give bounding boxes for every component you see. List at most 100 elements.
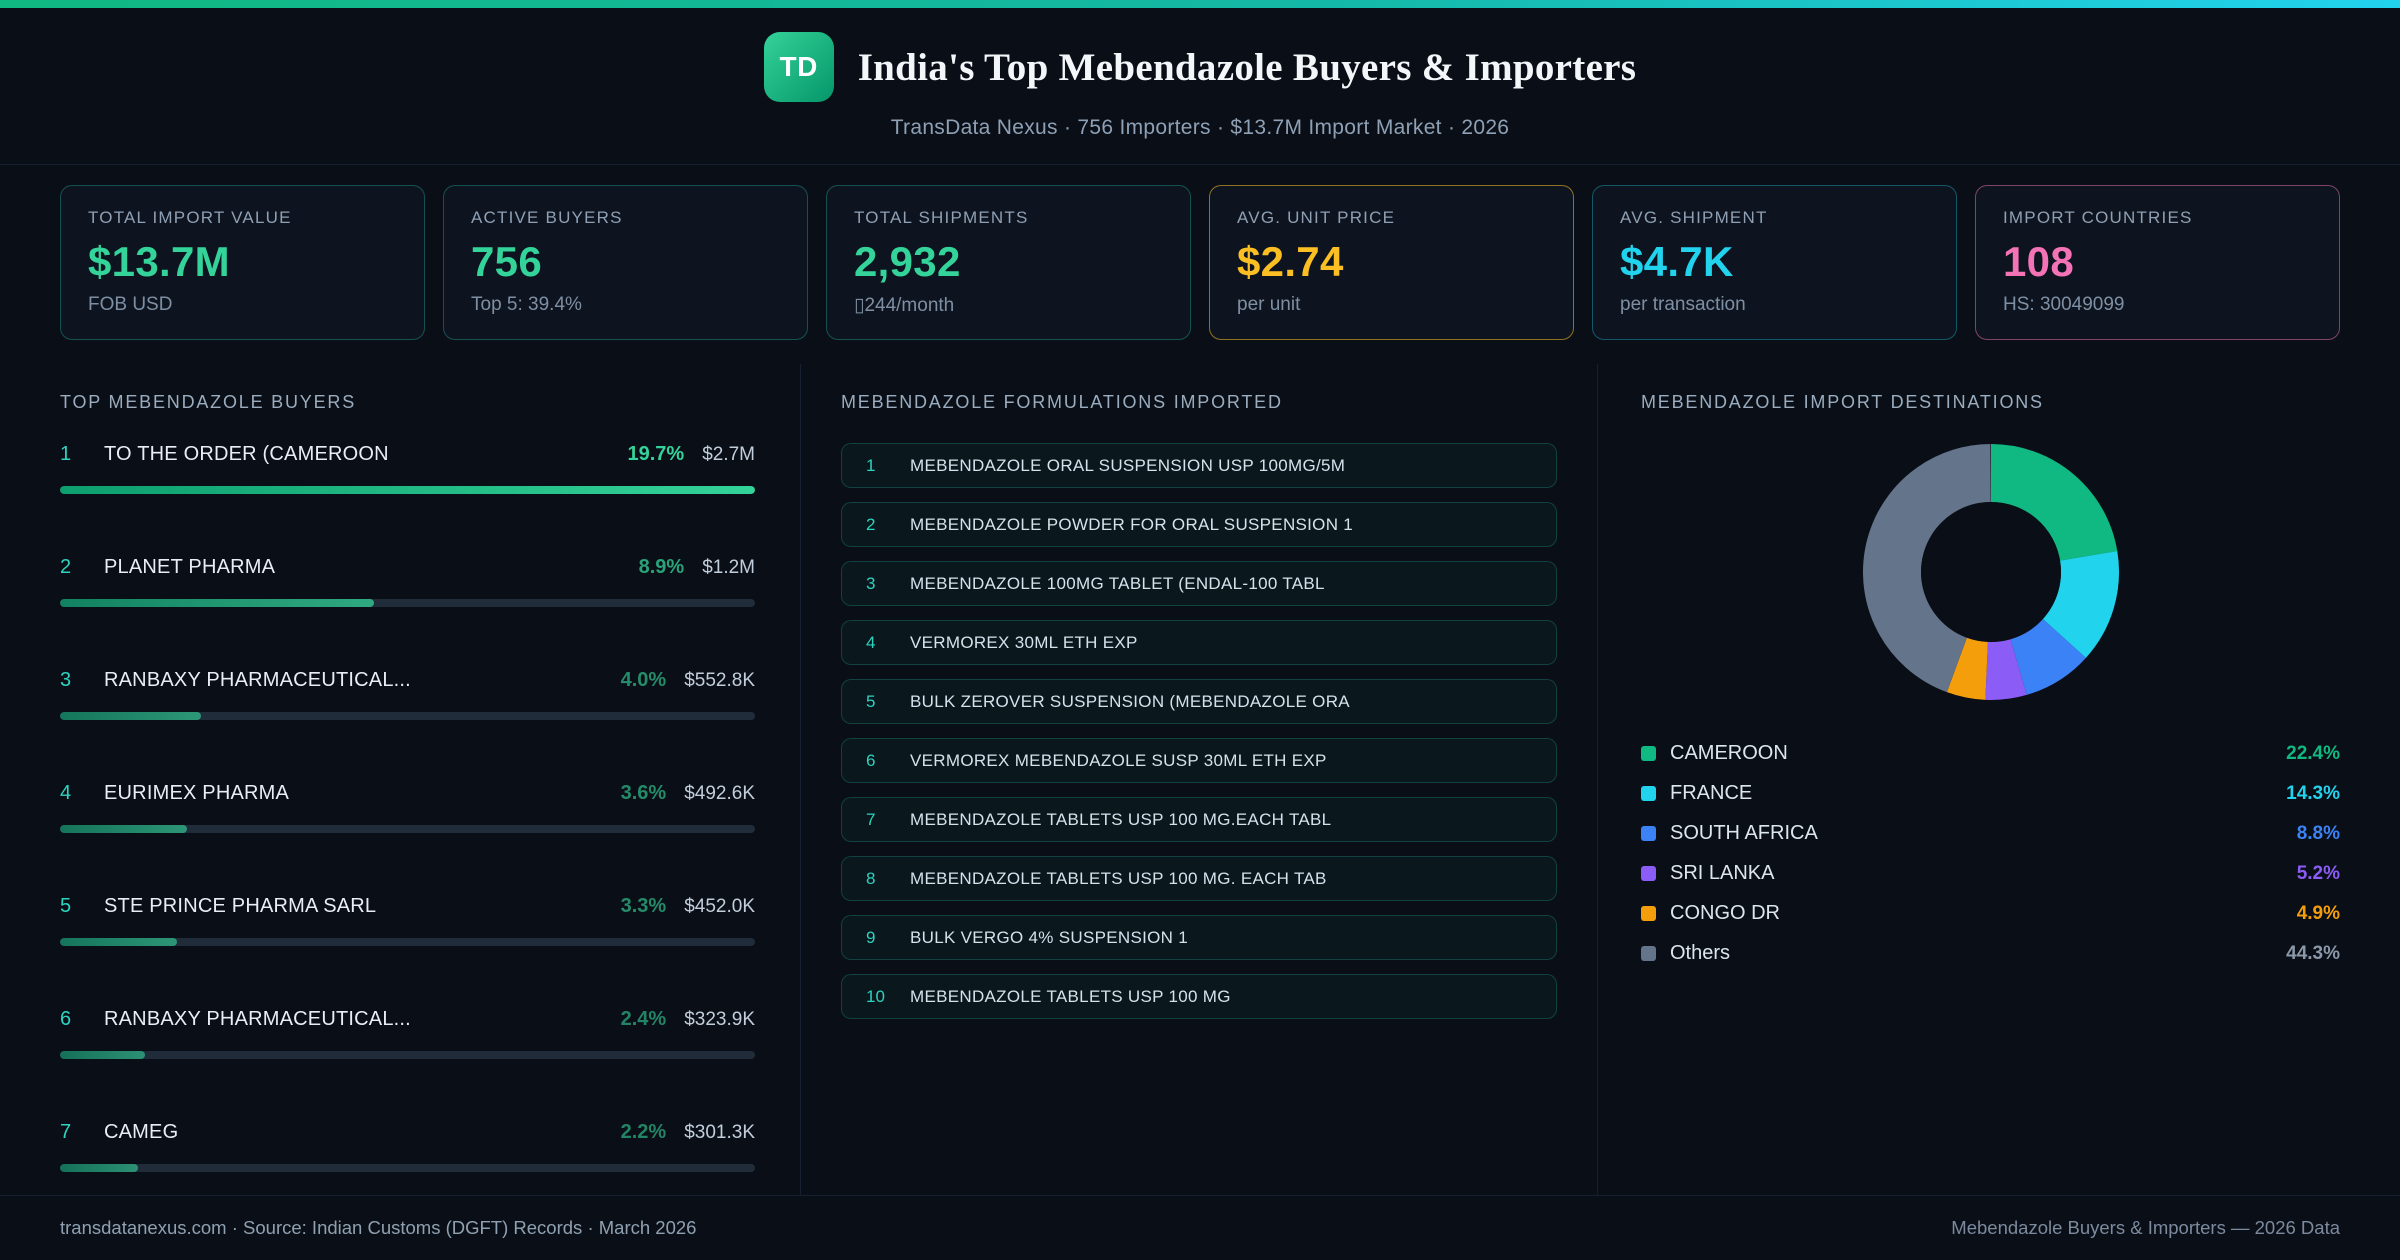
buyer-row[interactable]: 1 TO THE ORDER (CAMEROON 19.7% $2.7M: [60, 443, 755, 494]
formulation-rank: 6: [866, 750, 876, 770]
legend-country: CAMEROON: [1670, 742, 1788, 764]
legend-pct: 22.4%: [2286, 742, 2340, 764]
legend-swatch: [1641, 866, 1656, 881]
page-header: TD India's Top Mebendazole Buyers & Impo…: [0, 8, 2400, 165]
formulation-item[interactable]: 10 MEBENDAZOLE TABLETS USP 100 MG: [841, 974, 1557, 1019]
formulation-item[interactable]: 6 VERMOREX MEBENDAZOLE SUSP 30ML ETH EXP: [841, 738, 1557, 783]
buyer-row[interactable]: 5 STE PRINCE PHARMA SARL 3.3% $452.0K: [60, 895, 755, 946]
legend-country: CONGO DR: [1670, 902, 1780, 924]
buyer-row-text: 4 EURIMEX PHARMA 3.6% $492.6K: [60, 782, 755, 805]
buyer-row-text: 1 TO THE ORDER (CAMEROON 19.7% $2.7M: [60, 443, 755, 466]
buyer-name: RANBAXY PHARMACEUTICAL...: [104, 1008, 411, 1030]
stat-value: 108: [2003, 238, 2074, 285]
legend-pct: 8.8%: [2296, 822, 2340, 844]
formulation-item[interactable]: 3 MEBENDAZOLE 100MG TABLET (ENDAL-100 TAB…: [841, 561, 1557, 606]
buyer-row[interactable]: 6 RANBAXY PHARMACEUTICAL... 2.4% $323.9K: [60, 1008, 755, 1059]
buyer-bar-track: [60, 712, 755, 720]
legend-country: FRANCE: [1670, 782, 1753, 804]
buyer-row[interactable]: 2 PLANET PHARMA 8.9% $1.2M: [60, 556, 755, 607]
footer-source-text[interactable]: transdatanexus.com · Source: Indian Cust…: [60, 1217, 697, 1238]
buyer-rank: 7: [60, 1121, 72, 1143]
buyer-value: $323.9K: [684, 1009, 755, 1030]
formulations-list: 1 MEBENDAZOLE ORAL SUSPENSION USP 100MG/5…: [841, 443, 1557, 1019]
buyer-name: EURIMEX PHARMA: [104, 782, 290, 804]
buyer-bar-track: [60, 599, 755, 607]
stat-sub: HS: 30049099: [2003, 294, 2125, 315]
formulation-rank: 7: [866, 809, 876, 829]
legend-country: SRI LANKA: [1670, 862, 1775, 884]
stat-cards-row: TOTAL IMPORT VALUE $13.7M FOB USD ACTIVE…: [0, 165, 2400, 364]
stat-sub: per transaction: [1620, 294, 1746, 315]
legend-swatch: [1641, 906, 1656, 921]
column-divider: [800, 364, 801, 1195]
stat-sub: FOB USD: [88, 294, 173, 315]
column-divider: [1597, 364, 1598, 1195]
buyer-bar-fill: [60, 825, 188, 833]
page-footer: transdatanexus.com · Source: Indian Cust…: [0, 1195, 2400, 1260]
formulation-rank: 10: [866, 986, 885, 1006]
accent-topbar: [0, 0, 2400, 8]
buyer-bar-track: [60, 486, 755, 494]
formulation-name: MEBENDAZOLE ORAL SUSPENSION USP 100MG/5M: [910, 455, 1346, 475]
legend-pct: 44.3%: [2286, 942, 2340, 964]
buyer-bar-track: [60, 1164, 755, 1172]
destinations-legend: CAMEROON 22.4% FRANCE 14.3% SOUTH AFRICA 8.8%…: [1641, 742, 2340, 965]
buyer-rank: 5: [60, 895, 72, 917]
buyer-row[interactable]: 3 RANBAXY PHARMACEUTICAL... 4.0% $552.8K: [60, 669, 755, 720]
formulation-name: MEBENDAZOLE POWDER FOR ORAL SUSPENSION 1: [910, 514, 1354, 534]
buyer-name: STE PRINCE PHARMA SARL: [104, 895, 377, 917]
formulation-item[interactable]: 9 BULK VERGO 4% SUSPENSION 1: [841, 915, 1557, 960]
stat-card-avg-shipment: AVG. SHIPMENT $4.7K per transaction: [1592, 185, 1957, 340]
buyers-list: 1 TO THE ORDER (CAMEROON 19.7% $2.7M 2 PLANET…: [60, 443, 755, 1172]
formulation-item[interactable]: 2 MEBENDAZOLE POWDER FOR ORAL SUSPENSION …: [841, 502, 1557, 547]
formulation-item[interactable]: 4 VERMOREX 30ML ETH EXP: [841, 620, 1557, 665]
buyer-bar-fill: [60, 938, 177, 946]
legend-swatch: [1641, 826, 1656, 841]
legend-row[interactable]: SOUTH AFRICA 8.8%: [1641, 822, 2340, 845]
buyer-bar-track: [60, 1051, 755, 1059]
buyer-row-text: 3 RANBAXY PHARMACEUTICAL... 4.0% $552.8K: [60, 669, 755, 692]
formulation-rank: 3: [866, 573, 876, 593]
buyer-rank: 6: [60, 1008, 72, 1030]
formulation-item[interactable]: 8 MEBENDAZOLE TABLETS USP 100 MG. EACH TA…: [841, 856, 1557, 901]
footer-report-label: Mebendazole Buyers & Importers — 2026 Da…: [1951, 1217, 2340, 1238]
buyer-row-text: 6 RANBAXY PHARMACEUTICAL... 2.4% $323.9K: [60, 1008, 755, 1031]
formulation-name: MEBENDAZOLE TABLETS USP 100 MG: [910, 986, 1231, 1006]
buyer-name: TO THE ORDER (CAMEROON: [104, 443, 389, 465]
stat-label: TOTAL IMPORT VALUE: [88, 208, 292, 227]
formulation-item[interactable]: 5 BULK ZEROVER SUSPENSION (MEBENDAZOLE OR…: [841, 679, 1557, 724]
buyer-name: PLANET PHARMA: [104, 556, 276, 578]
buyer-row-text: 2 PLANET PHARMA 8.9% $1.2M: [60, 556, 755, 579]
main-content: TOP MEBENDAZOLE BUYERS 1 TO THE ORDER (CA…: [0, 364, 2400, 1195]
destinations-donut-chart[interactable]: [1862, 443, 2120, 701]
buyer-row[interactable]: 4 EURIMEX PHARMA 3.6% $492.6K: [60, 782, 755, 833]
buyer-share-pct: 3.3%: [620, 895, 667, 917]
stat-card-total-import-value: TOTAL IMPORT VALUE $13.7M FOB USD: [60, 185, 425, 340]
buyer-bar-track: [60, 938, 755, 946]
formulation-rank: 9: [866, 927, 876, 947]
buyer-share-pct: 8.9%: [638, 556, 685, 578]
legend-row[interactable]: CAMEROON 22.4%: [1641, 742, 2340, 765]
buyer-bar-fill: [60, 712, 202, 720]
destinations-donut-wrap: [1862, 443, 2120, 706]
stat-sub: ▯244/month: [854, 295, 955, 316]
legend-row[interactable]: SRI LANKA 5.2%: [1641, 862, 2340, 885]
buyer-share-pct: 4.0%: [620, 669, 667, 691]
stat-sub: per unit: [1237, 294, 1301, 315]
donut-segment-france: [1862, 444, 2119, 700]
stat-sub: Top 5: 39.4%: [471, 294, 582, 315]
stat-label: ACTIVE BUYERS: [471, 208, 623, 227]
legend-row[interactable]: CONGO DR 4.9%: [1641, 902, 2340, 925]
formulation-rank: 2: [866, 514, 876, 534]
legend-row[interactable]: FRANCE 14.3%: [1641, 782, 2340, 805]
donut-segment-cameroon: [1862, 444, 2119, 700]
stat-value: 2,932: [854, 238, 961, 285]
formulation-item[interactable]: 7 MEBENDAZOLE TABLETS USP 100 MG.EACH TAB…: [841, 797, 1557, 842]
legend-country: Others: [1670, 942, 1731, 964]
buyer-rank: 3: [60, 669, 72, 691]
buyer-value: $492.6K: [684, 783, 755, 804]
buyer-row[interactable]: 7 CAMEG 2.2% $301.3K: [60, 1121, 755, 1172]
formulation-item[interactable]: 1 MEBENDAZOLE ORAL SUSPENSION USP 100MG/5…: [841, 443, 1557, 488]
legend-row[interactable]: Others 44.3%: [1641, 942, 2340, 965]
legend-pct: 4.9%: [2296, 902, 2340, 924]
